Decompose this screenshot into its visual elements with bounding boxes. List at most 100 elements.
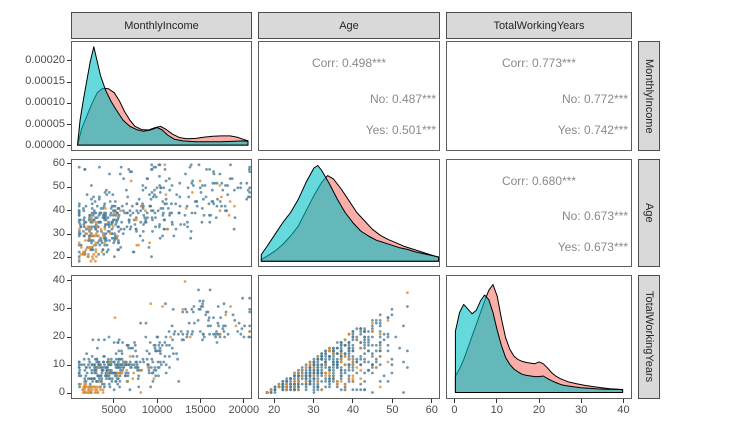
data-point [151,195,155,199]
data-point [371,319,374,322]
data-point [128,388,132,392]
data-point [121,368,124,372]
data-point [248,324,251,328]
data-point [158,163,162,167]
data-point [343,352,347,355]
data-point [89,248,93,252]
data-point [343,388,347,392]
data-point [101,232,105,235]
data-point [77,371,81,375]
data-point [174,202,178,206]
data-point [109,213,112,217]
data-point [109,357,113,361]
data-point [94,250,98,254]
data-point [121,232,125,235]
data-point [332,366,335,369]
data-point [138,234,142,238]
data-point [152,377,156,380]
data-point [170,211,174,215]
data-point [359,341,363,344]
data-point [77,204,81,208]
data-point [158,236,162,240]
data-point [78,202,81,206]
data-point [139,220,143,224]
data-point [208,168,212,171]
row-strip-age: Age [638,159,660,267]
data-point [77,259,81,263]
data-point [328,357,331,361]
y-axis-tick-label: 0.00020 [25,53,65,66]
data-point [97,366,100,369]
data-point [219,316,223,319]
data-point [125,188,128,192]
data-point [363,360,366,364]
x-axis-tick [199,399,201,403]
data-point [116,371,120,375]
data-point [210,200,214,203]
x-axis-tick-label: 5000 [101,404,127,416]
data-point [398,346,401,350]
data-point [120,349,123,353]
data-point [92,218,96,222]
data-point [190,332,194,336]
data-point [97,213,101,217]
data-point [77,366,81,369]
data-point [79,252,83,256]
data-point [224,184,227,187]
data-point [101,234,105,238]
data-point [136,211,140,215]
data-point [95,385,99,389]
data-point [128,360,132,364]
data-point [378,363,382,367]
data-point [94,371,98,375]
data-point [112,388,116,392]
data-point [97,234,100,238]
data-point [374,343,378,347]
data-point [355,357,359,361]
data-point [347,363,351,367]
data-point [239,186,243,190]
data-point [312,357,316,361]
data-point [211,181,215,185]
data-point [246,188,250,192]
corr-overall-text: Corr: 0.498*** [311,56,387,71]
data-point [141,202,144,206]
data-point [351,330,355,333]
data-point [324,355,327,358]
data-point [145,211,149,215]
density-chart-svg [77,46,249,146]
data-point [102,360,106,364]
data-point [216,305,220,308]
data-point [187,321,191,325]
data-point [359,377,363,380]
data-point [117,338,121,342]
data-point [173,330,177,333]
data-point [77,250,81,254]
data-point [131,377,135,380]
data-point [374,360,378,364]
data-point [157,374,160,378]
data-point [371,321,374,325]
row-strip-label: TotalWorkingYears [643,291,655,383]
data-point [339,346,343,350]
data-point [153,366,157,369]
data-point [148,241,151,245]
data-point [116,374,120,378]
data-point [402,324,405,328]
data-point [90,355,94,358]
data-point [204,195,208,199]
data-point [371,366,374,369]
data-point [320,366,324,369]
data-point [233,188,236,192]
data-point [150,191,154,194]
data-point [106,216,110,219]
data-point [347,355,351,358]
data-point [77,220,81,224]
data-point [208,220,212,224]
data-point [116,341,120,344]
data-point [177,332,180,336]
data-point [191,330,194,333]
data-point [304,388,308,392]
data-point [212,332,216,336]
data-point [285,388,289,392]
